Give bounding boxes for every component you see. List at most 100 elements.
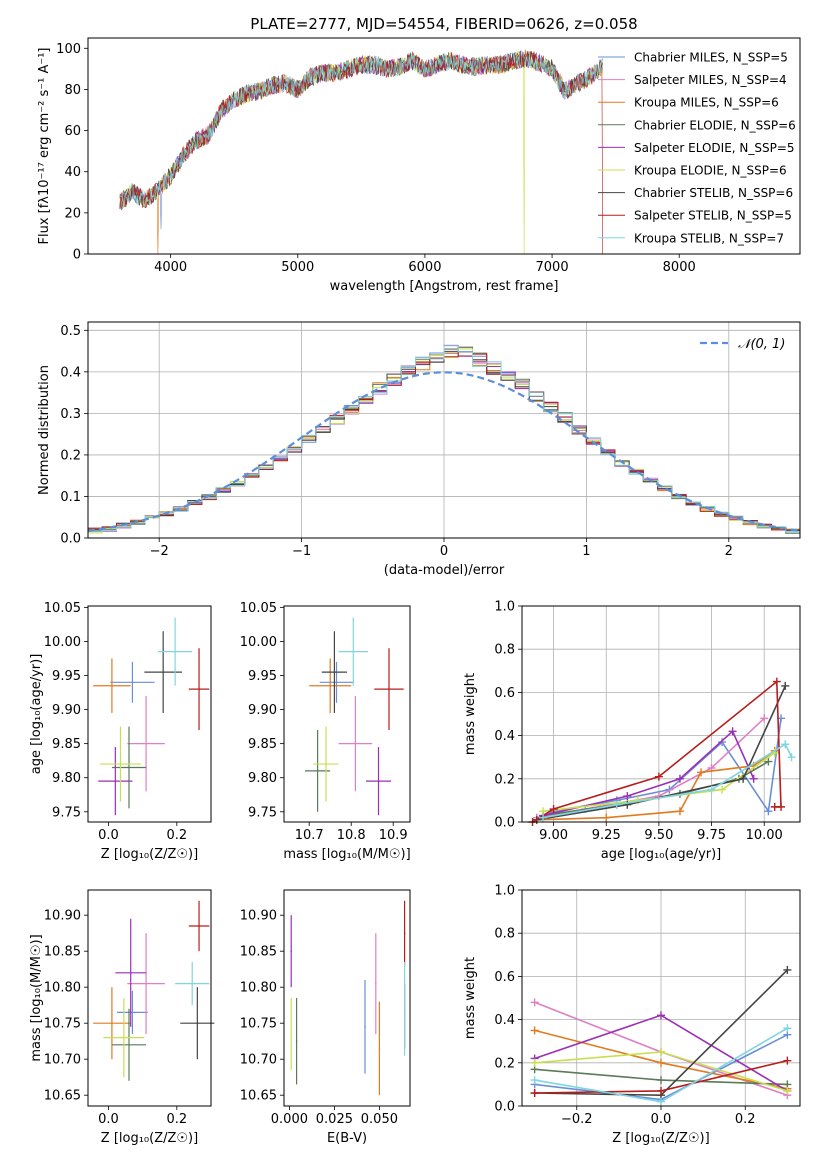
x-tick-label: 7000 bbox=[536, 260, 569, 275]
y-tick-label: 9.95 bbox=[52, 669, 81, 684]
x-tick-label: 10.7 bbox=[295, 828, 324, 843]
weight-marker bbox=[623, 800, 632, 809]
y-tick-label: 9.75 bbox=[248, 805, 277, 820]
plot-area bbox=[87, 344, 801, 538]
weight-line-6 bbox=[536, 685, 787, 821]
weight-marker bbox=[657, 1097, 665, 1106]
spectrum-line-1 bbox=[119, 50, 603, 210]
panel-4: 9.00 9.25 9.50 9.75 10.00 0.0 0.2 0.4 0.6 0.8 1.0 a… bbox=[463, 600, 801, 862]
x-tick-label: 9.50 bbox=[644, 828, 673, 843]
x-axis-label: mass [log₁₀(M/M☉)] bbox=[283, 847, 410, 862]
x-axis-label: age [log₁₀(age/yr)] bbox=[601, 847, 722, 862]
data-point bbox=[191, 982, 194, 985]
plot-area bbox=[290, 900, 406, 1096]
weight-marker bbox=[530, 1089, 539, 1098]
y-axis-label: mass [log₁₀(M/M☉)] bbox=[29, 934, 44, 1061]
histogram-6 bbox=[87, 350, 800, 538]
weight-marker bbox=[707, 785, 716, 794]
y-tick-label: 9.75 bbox=[52, 805, 81, 820]
data-point bbox=[403, 1008, 406, 1010]
weight-marker bbox=[787, 753, 796, 762]
weight-marker bbox=[623, 792, 632, 801]
y-tick-label: 0.6 bbox=[494, 686, 515, 701]
data-point bbox=[333, 671, 336, 673]
x-tick-label: 0.000 bbox=[271, 1112, 308, 1127]
x-axis-label: Z [log₁₀(Z/Z☉)] bbox=[101, 847, 198, 862]
spectrum-line-3 bbox=[119, 51, 603, 211]
data-point bbox=[114, 780, 117, 782]
weight-marker bbox=[781, 681, 790, 690]
data-point bbox=[403, 932, 406, 934]
legend-label: Kroupa MILES, N_SSP=6 bbox=[634, 96, 779, 110]
weight-marker bbox=[739, 774, 748, 783]
plot-area bbox=[530, 965, 792, 1106]
weight-marker bbox=[760, 714, 769, 723]
y-tick-label: 10.90 bbox=[44, 909, 81, 924]
data-point bbox=[352, 650, 355, 653]
panel-5: 0.0 0.2 10.65 10.70 10.75 10.80 10.85 10.90 Z [l… bbox=[29, 889, 215, 1146]
x-tick-label: 6000 bbox=[408, 260, 441, 275]
y-tick-label: 9.85 bbox=[52, 737, 81, 752]
y-tick-label: 0.6 bbox=[494, 970, 515, 985]
weight-marker bbox=[530, 1058, 539, 1067]
axes-frame bbox=[283, 605, 411, 823]
weight-marker bbox=[783, 1056, 792, 1065]
legend-label: Salpeter MILES, N_SSP=4 bbox=[634, 73, 787, 87]
spectrum-line-8 bbox=[119, 50, 603, 208]
weight-marker bbox=[530, 998, 539, 1007]
spectrum-line-6 bbox=[119, 50, 603, 207]
y-tick-label: 1.0 bbox=[494, 884, 515, 899]
legend-label: Kroupa ELODIE, N_SSP=6 bbox=[634, 164, 787, 178]
weight-marker bbox=[783, 1086, 792, 1095]
weight-marker bbox=[718, 785, 727, 794]
x-tick-label: 10.9 bbox=[379, 828, 408, 843]
legend-label: Salpeter STELIB, N_SSP=5 bbox=[634, 209, 792, 223]
axes-frame bbox=[87, 605, 212, 823]
y-tick-label: 80 bbox=[64, 83, 81, 98]
figure-title: PLATE=2777, MJD=54554, FIBERID=0626, z=0… bbox=[250, 15, 637, 33]
weight-marker bbox=[602, 813, 611, 822]
legend-label: Chabrier STELIB, N_SSP=6 bbox=[634, 186, 793, 200]
y-tick-label: 0.2 bbox=[60, 448, 81, 463]
legend-label: Chabrier ELODIE, N_SSP=6 bbox=[634, 118, 796, 132]
weight-marker bbox=[783, 1024, 792, 1033]
data-point bbox=[335, 681, 338, 684]
data-point bbox=[316, 770, 319, 772]
data-point bbox=[162, 671, 164, 673]
y-tick-label: 10.70 bbox=[44, 1053, 81, 1068]
y-tick-label: 9.80 bbox=[52, 771, 81, 786]
data-point bbox=[128, 766, 130, 769]
y-tick-label: 0.5 bbox=[60, 324, 81, 339]
x-tick-label: 8000 bbox=[663, 260, 696, 275]
y-tick-label: 40 bbox=[64, 165, 81, 180]
plot-area bbox=[305, 617, 404, 816]
data-point bbox=[145, 742, 147, 745]
legend-label: Salpeter ELODIE, N_SSP=5 bbox=[634, 141, 795, 155]
y-tick-label: 0.1 bbox=[60, 490, 81, 505]
weight-marker bbox=[539, 813, 548, 822]
y-tick-label: 100 bbox=[56, 42, 81, 57]
y-tick-label: 0.3 bbox=[60, 407, 81, 422]
y-tick-label: 10.75 bbox=[240, 1017, 277, 1032]
weight-line-7 bbox=[532, 679, 782, 823]
data-point bbox=[131, 1011, 134, 1014]
panel-0: 4000 5000 6000 7000 8000 0 20 40 60 80 100 waveleng… bbox=[37, 37, 801, 294]
data-point bbox=[174, 650, 176, 653]
legend-label: Chabrier MILES, N_SSP=5 bbox=[634, 51, 788, 65]
y-tick-label: 0.4 bbox=[494, 729, 515, 744]
x-tick-label: 0 bbox=[440, 544, 448, 559]
data-point bbox=[290, 1033, 293, 1035]
weight-marker bbox=[783, 965, 792, 974]
data-point bbox=[364, 1026, 366, 1028]
spectrum-line-7 bbox=[119, 50, 603, 254]
weight-marker bbox=[657, 1086, 665, 1095]
weight-marker bbox=[697, 768, 706, 777]
weight-marker bbox=[530, 1076, 539, 1085]
weight-marker bbox=[657, 1076, 665, 1085]
x-tick-label: 0.050 bbox=[361, 1112, 398, 1127]
axes-frame bbox=[87, 37, 801, 255]
y-tick-label: 10.05 bbox=[44, 601, 81, 616]
axes-frame bbox=[283, 889, 411, 1107]
x-tick-label: 2 bbox=[725, 544, 733, 559]
